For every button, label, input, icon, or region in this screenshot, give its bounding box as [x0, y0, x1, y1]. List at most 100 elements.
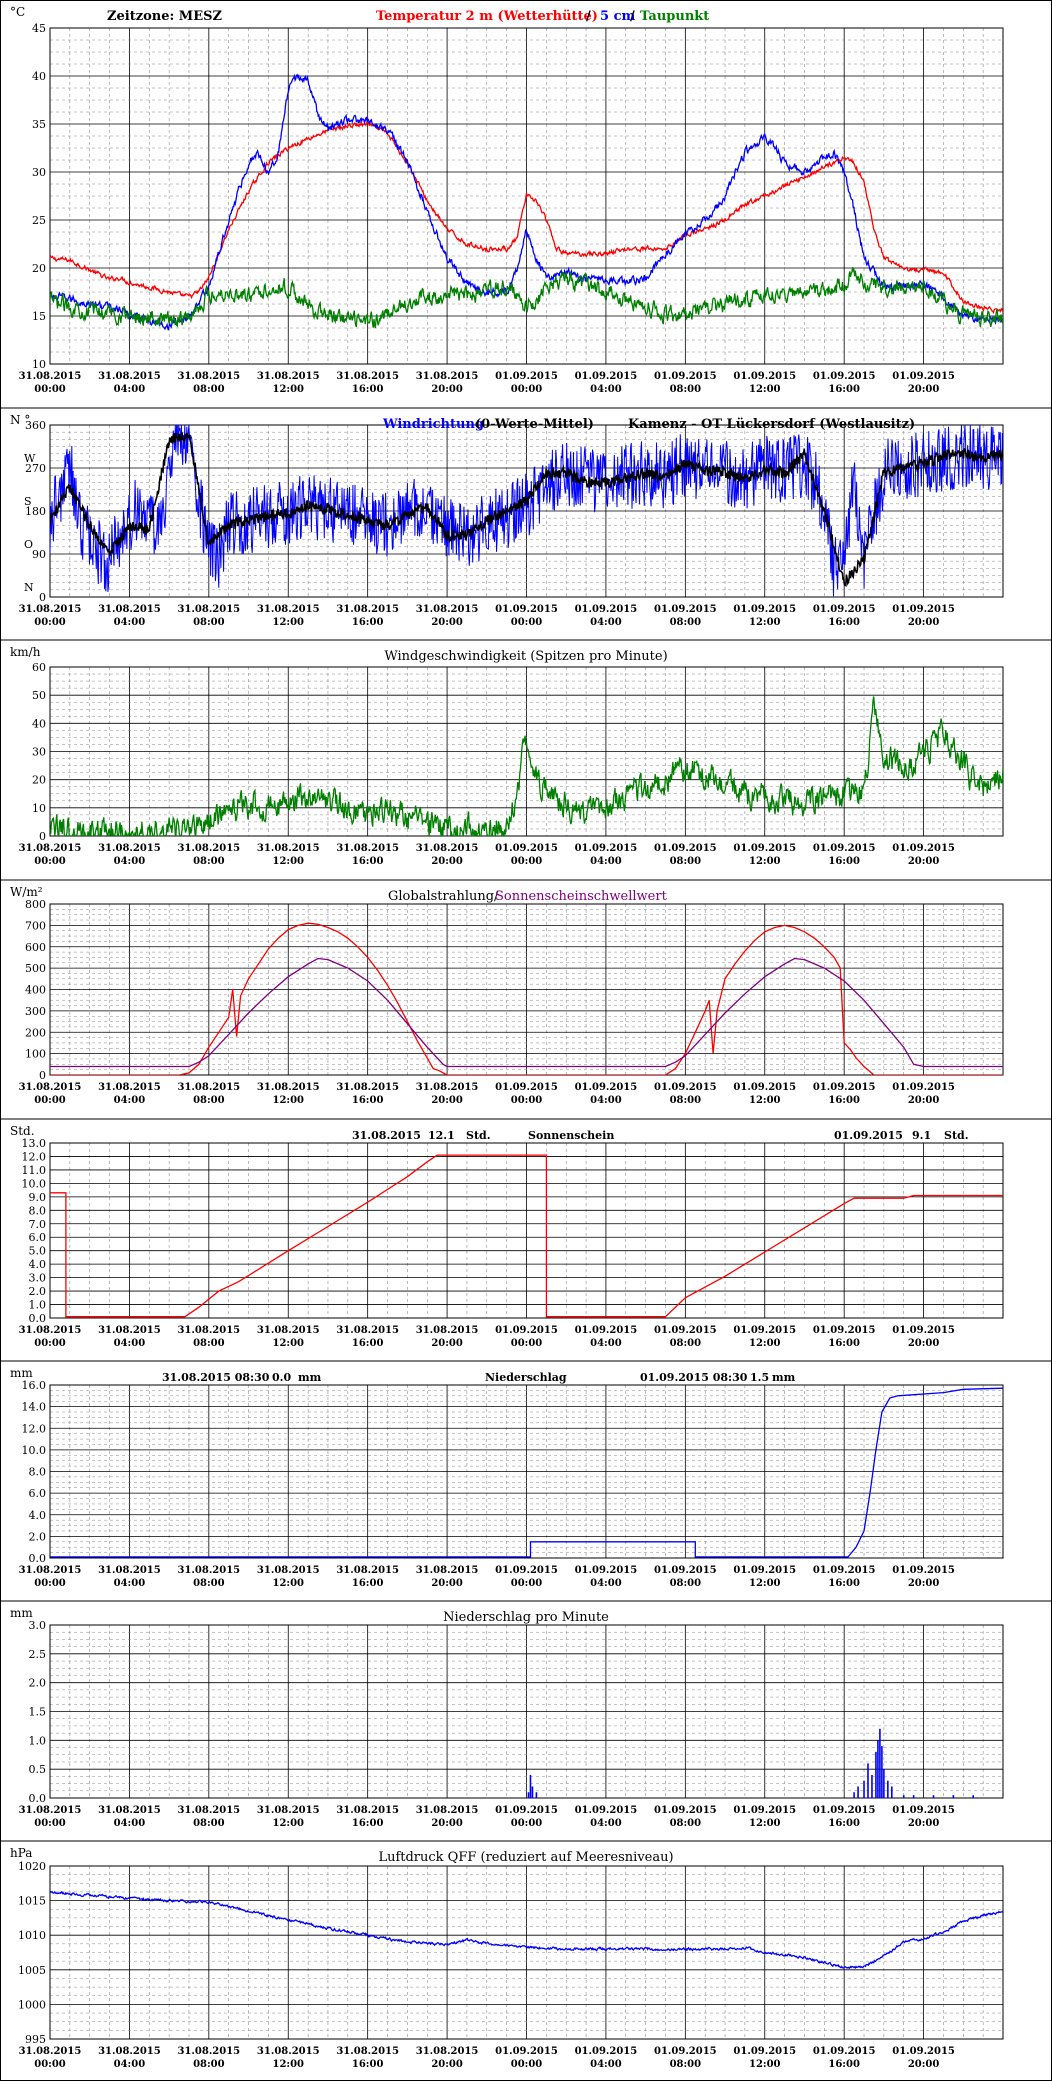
x-tick-time: 04:00 — [114, 1818, 146, 1829]
chart-header: (0-Werte-Mittel) — [475, 417, 594, 432]
y-tick-label: 5.0 — [29, 1245, 47, 1258]
y-tick-label: 600 — [25, 941, 46, 954]
grid — [49, 1384, 1004, 1559]
x-tick-date: 01.09.2015 — [654, 604, 717, 615]
x-tick-time: 20:00 — [431, 617, 463, 628]
x-tick-date: 01.09.2015 — [495, 1082, 558, 1093]
x-tick-time: 20:00 — [908, 856, 940, 867]
y-tick-label: 20 — [32, 774, 46, 787]
x-tick-date: 31.08.2015 — [98, 371, 161, 382]
x-tick-date: 01.09.2015 — [654, 1325, 717, 1336]
x-tick-date: 31.08.2015 — [336, 1325, 399, 1336]
marks — [50, 696, 1003, 836]
x-tick-date: 31.08.2015 — [98, 843, 161, 854]
x-tick-time: 16:00 — [352, 1578, 384, 1589]
x-tick-time: 08:00 — [193, 2059, 225, 2070]
plot-frame — [49, 1142, 1004, 1319]
x-tick-date: 01.09.2015 — [813, 1805, 876, 1816]
x-tick-time: 00:00 — [511, 856, 543, 867]
x-tick-date: 31.08.2015 — [98, 1325, 161, 1336]
y-tick-label: 700 — [25, 919, 46, 932]
x-tick-time: 08:00 — [670, 2059, 702, 2070]
series-temp-1 — [50, 73, 1003, 331]
x-tick-date: 31.08.2015 — [178, 1325, 241, 1336]
x-tick-time: 20:00 — [908, 1818, 940, 1829]
marks — [50, 425, 1003, 597]
y-tick-label: 10 — [32, 802, 46, 815]
chart-winddir: 0 90 180 270 360 N O S W N ° 31.08.2015 00:00 31.08.… — [0, 407, 1052, 628]
y-tick-label: 13.0 — [22, 1137, 47, 1150]
x-tick-time: 12:00 — [749, 856, 781, 867]
chart-header: Taupunkt — [640, 9, 709, 24]
y-tick-label: 0 — [39, 591, 46, 604]
chart-header: / — [630, 9, 635, 24]
x-tick-time: 04:00 — [590, 617, 622, 628]
y-tick-label: 100 — [25, 1048, 46, 1061]
x-tick-time: 04:00 — [114, 384, 146, 395]
x-tick-time: 12:00 — [749, 617, 781, 628]
compass-label: O — [24, 538, 33, 551]
y-tick-label: 6.0 — [29, 1487, 47, 1500]
plot-frame — [49, 27, 1004, 365]
chart-header: Sonnenschein — [528, 1129, 614, 1142]
x-tick-date: 31.08.2015 — [98, 1805, 161, 1816]
x-tick-time: 20:00 — [431, 2059, 463, 2070]
chart-header: 0.0 — [272, 1371, 291, 1384]
x-tick-date: 01.09.2015 — [733, 843, 796, 854]
chart-header: 9.1 — [912, 1129, 931, 1142]
y-tick-label: 30 — [32, 166, 46, 179]
x-tick-time: 00:00 — [511, 2059, 543, 2070]
plot-frame — [49, 424, 1004, 598]
chart-header: Kamenz - OT Lückersdorf (Westlausitz) — [628, 417, 915, 432]
x-tick-time: 04:00 — [590, 1578, 622, 1589]
x-tick-date: 31.08.2015 — [336, 1565, 399, 1576]
x-tick-date: 31.08.2015 — [336, 2046, 399, 2057]
x-tick-time: 08:00 — [193, 1095, 225, 1106]
x-tick-date: 31.08.2015 — [178, 1565, 241, 1576]
chart-header: mm — [298, 1371, 322, 1384]
unit-label: °C — [10, 5, 25, 19]
chart-header: Temperatur 2 m (Wetterhütte) — [376, 9, 598, 24]
x-tick-time: 00:00 — [34, 384, 66, 395]
x-tick-time: 12:00 — [272, 617, 304, 628]
chart-header: / — [586, 9, 591, 24]
x-tick-date: 01.09.2015 — [813, 843, 876, 854]
grid — [49, 1624, 1004, 1799]
grid — [49, 1865, 1004, 2040]
x-tick-date: 31.08.2015 — [257, 371, 320, 382]
x-tick-time: 08:00 — [670, 1095, 702, 1106]
x-tick-time: 04:00 — [114, 856, 146, 867]
x-tick-date: 01.09.2015 — [813, 2046, 876, 2057]
x-tick-date: 31.08.2015 — [257, 604, 320, 615]
chart-precipmin: 0.0 0.5 1.0 1.5 2.0 2.5 3.0mm 31.08.2015 00:00 31… — [0, 1600, 1052, 1829]
compass-label: S — [24, 495, 32, 508]
y-tick-label: 12.0 — [22, 1150, 47, 1163]
chart-header: Niederschlag — [485, 1371, 567, 1384]
x-tick-date: 01.09.2015 — [813, 371, 876, 382]
x-tick-time: 00:00 — [34, 1818, 66, 1829]
x-tick-date: 01.09.2015 — [575, 604, 638, 615]
y-tick-label: 16.0 — [22, 1379, 47, 1392]
x-tick-time: 00:00 — [34, 1578, 66, 1589]
x-tick-date: 31.08.2015 — [178, 604, 241, 615]
x-tick-date: 01.09.2015 — [733, 1565, 796, 1576]
y-tick-label: 0.5 — [29, 1763, 47, 1776]
unit-label: N ° — [10, 413, 30, 427]
x-tick-date: 31.08.2015 — [19, 1325, 82, 1336]
x-tick-date: 01.09.2015 — [813, 1325, 876, 1336]
chart-header: 1.5 — [750, 1371, 769, 1384]
chart-header: mm — [772, 1371, 796, 1384]
x-tick-time: 16:00 — [352, 1338, 384, 1349]
x-tick-time: 16:00 — [352, 856, 384, 867]
x-tick-date: 01.09.2015 — [575, 2046, 638, 2057]
y-tick-label: 25 — [32, 214, 46, 227]
chart-header: Windgeschwindigkeit (Spitzen pro Minute) — [384, 649, 667, 664]
y-tick-label: 3.0 — [29, 1272, 47, 1285]
y-tick-label: 400 — [25, 984, 46, 997]
x-tick-time: 00:00 — [34, 617, 66, 628]
unit-label: Std. — [10, 1124, 35, 1138]
series-windspeed-0 — [50, 696, 1003, 836]
x-tick-time: 04:00 — [590, 856, 622, 867]
x-tick-time: 20:00 — [431, 1578, 463, 1589]
